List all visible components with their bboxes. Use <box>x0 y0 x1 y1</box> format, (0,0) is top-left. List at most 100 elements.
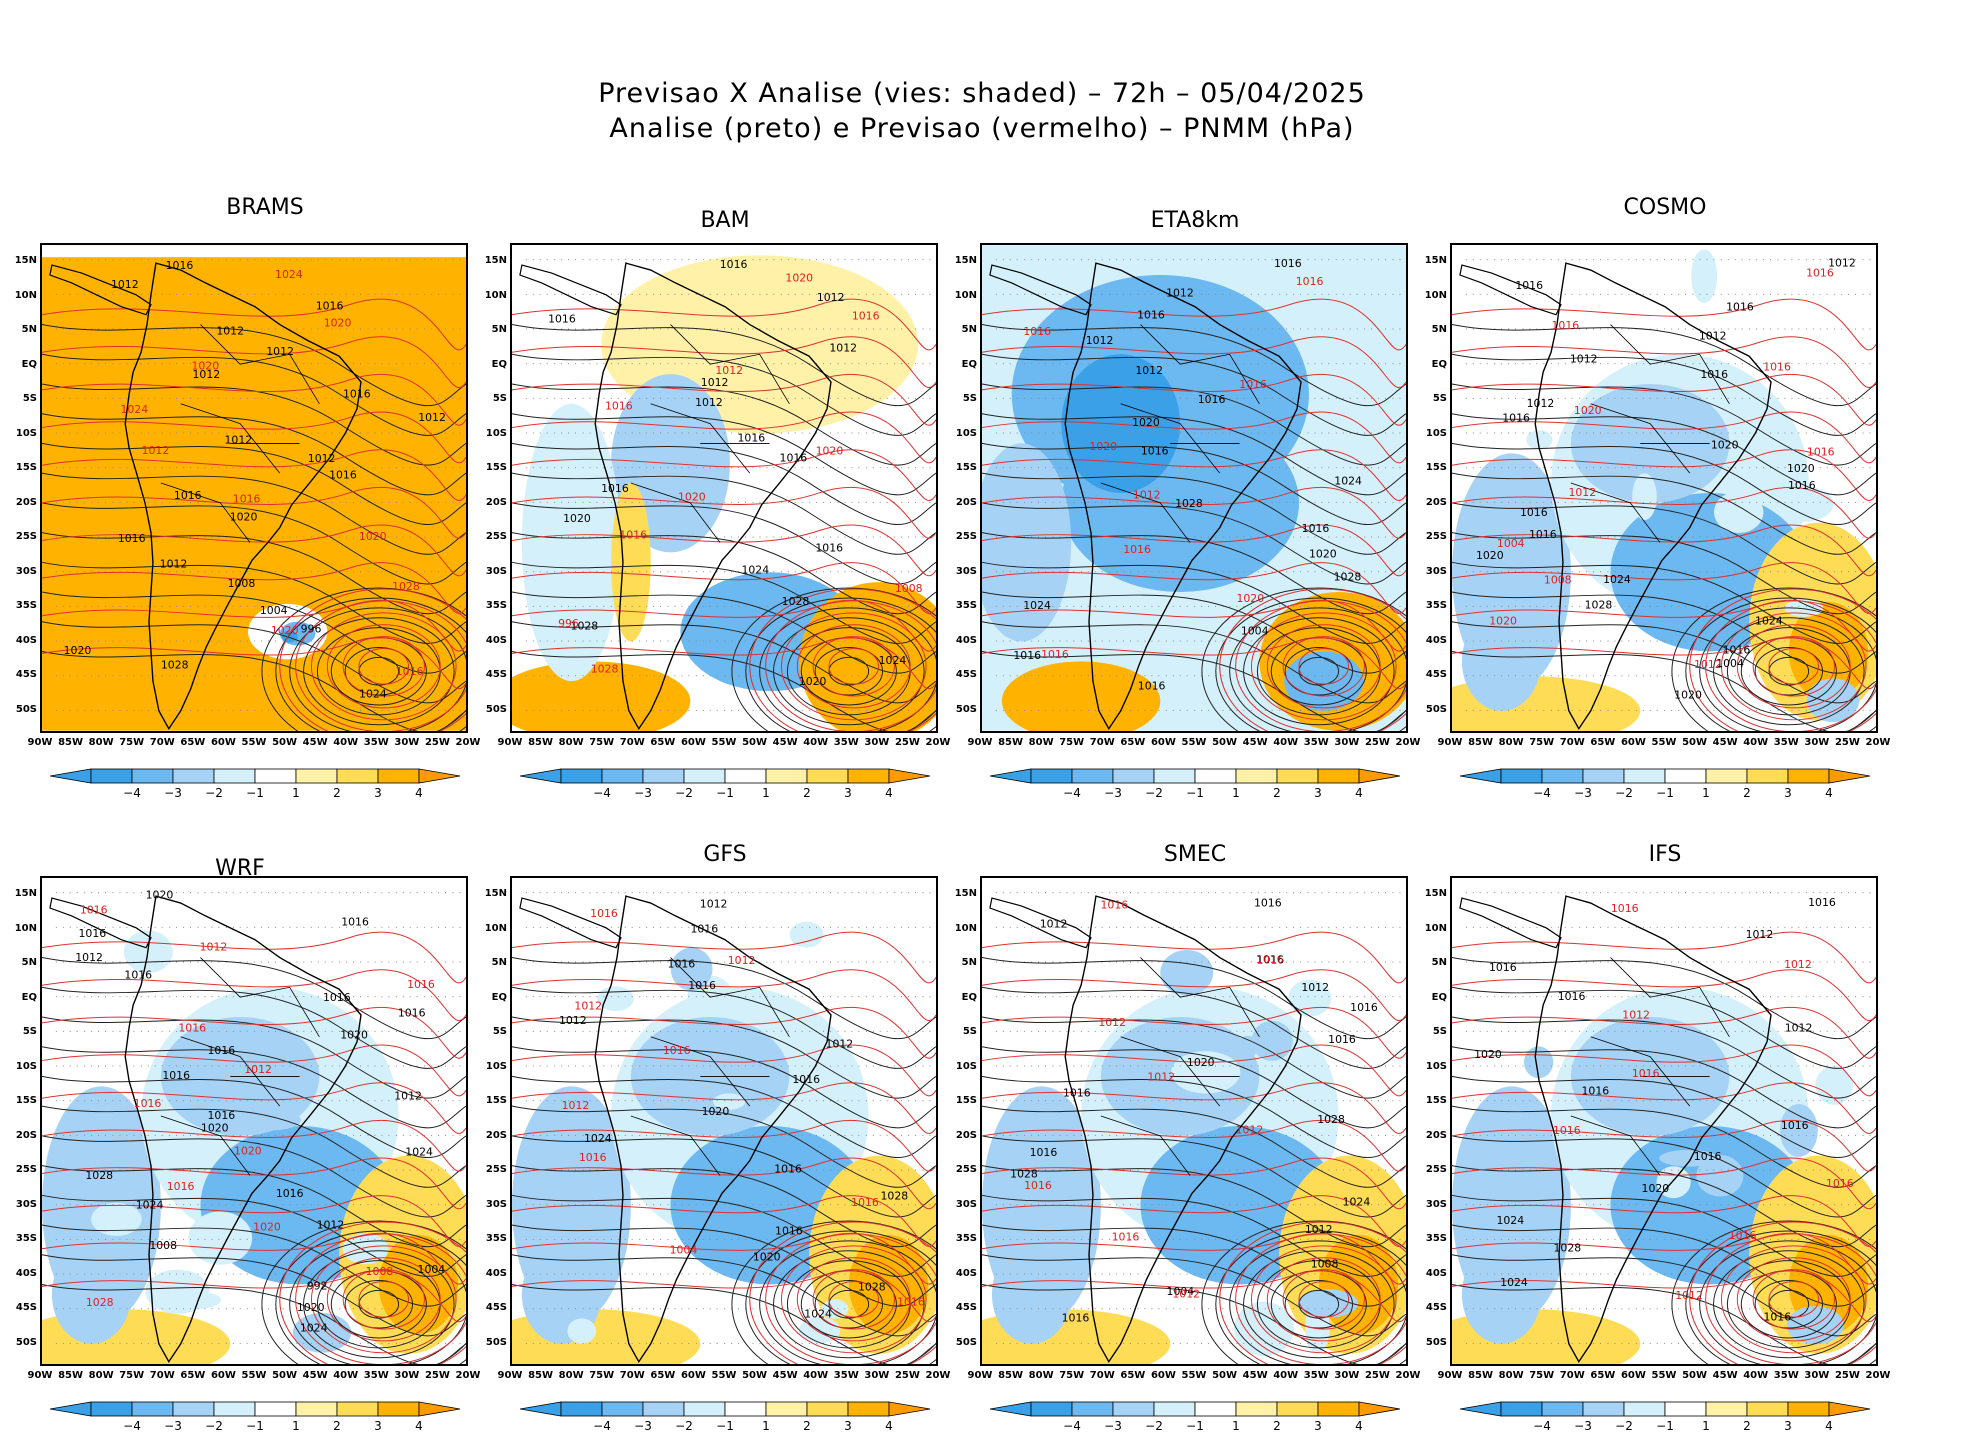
colorbar-tick-label: 4 <box>415 1419 423 1433</box>
lon-tick-label: 25W <box>1834 1370 1860 1381</box>
map-eta8km: 1016 1012 1016 1012 1012 1016 1020 1016 1024 1028… <box>980 243 1408 733</box>
map-bam: 1016 1012 1016 1012 1012 1012 1016 1016 1016 1020… <box>510 243 938 733</box>
lon-tick-label: 50W <box>272 737 298 748</box>
lon-tick-label: 55W <box>241 737 267 748</box>
analysis-contour-label: 1016 <box>208 1109 236 1122</box>
lat-tick-label: 15S <box>485 462 507 473</box>
colorbar-swatch <box>1153 1401 1196 1417</box>
lat-tick-label: 10S <box>955 427 977 439</box>
analysis-contour-label: 1024 <box>359 688 387 701</box>
lat-tick-label: 30S <box>1425 565 1447 577</box>
forecast-contour-label: 1020 <box>324 317 352 330</box>
lat-tick-label: 30S <box>955 1198 977 1210</box>
analysis-contour-label: 1012 <box>826 1038 854 1051</box>
analysis-contour-label: 1016 <box>1788 479 1816 492</box>
lat-tick-label: 10S <box>955 1060 977 1072</box>
lon-tick-label: 55W <box>711 737 737 748</box>
colorbar-tick-label: 3 <box>374 1419 382 1433</box>
lat-tick-label: 30S <box>485 565 507 577</box>
forecast-contour-label: 1008 <box>895 582 923 595</box>
map-smec: 1016 1012 1016 1012 1016 1016 1020 1016 1028 1016… <box>980 876 1408 1366</box>
south-america-outline <box>124 895 362 1364</box>
lon-tick-label: 75W <box>589 737 615 748</box>
lon-tick-label: 55W <box>711 1370 737 1381</box>
lon-tick-label: 30W <box>1804 1370 1830 1381</box>
forecast-contour-label: 1016 <box>579 1151 607 1164</box>
lon-tick-label: 70W <box>619 737 645 748</box>
lon-tick-label: 25W <box>1364 1370 1390 1381</box>
colorbar-swatch <box>377 1401 420 1417</box>
lat-tick-label: 15N <box>484 888 507 899</box>
lat-tick-label: 40S <box>15 634 37 646</box>
forecast-contour-label: 1016 <box>1632 1067 1660 1080</box>
forecast-isobars <box>982 931 1406 1364</box>
lon-tick-label: 25W <box>894 1370 920 1381</box>
forecast-contour-label: 1016 <box>407 978 435 991</box>
lat-tick-label: 20S <box>955 496 977 508</box>
analysis-contour-label: 1020 <box>1642 1182 1670 1195</box>
forecast-contour-label: 1008 <box>1544 573 1572 586</box>
lat-tick-label: 20S <box>15 496 37 508</box>
analysis-contour-label: 1016 <box>1515 279 1543 292</box>
lat-tick-label: 20S <box>955 1129 977 1141</box>
colorbar <box>990 1401 1401 1417</box>
lat-tick-label: 40S <box>485 1267 507 1279</box>
analysis-contour-label: 1016 <box>1529 528 1557 541</box>
lon-tick-label: 90W <box>497 737 523 748</box>
analysis-contour-label: 1008 <box>1311 1258 1339 1271</box>
lat-tick-label: 15S <box>955 1095 977 1106</box>
lon-tick-label: 55W <box>1651 737 1677 748</box>
south-america-outline <box>1534 895 1772 1364</box>
lon-tick-label: 65W <box>650 1370 676 1381</box>
lat-tick-label: 50S <box>15 703 37 715</box>
forecast-contour-label: 996 <box>558 617 579 630</box>
analysis-contour-label: 1016 <box>1062 1311 1090 1324</box>
colorbar-swatch <box>683 1401 726 1417</box>
analysis-contour-label: 1016 <box>774 1162 802 1175</box>
analysis-contour-label: 992 <box>307 1280 328 1293</box>
analysis-contour-label: 1016 <box>323 991 351 1004</box>
analysis-contour-label: 1028 <box>858 1281 886 1294</box>
lon-tick-label: 40W <box>803 737 829 748</box>
map-canvas: 1016 1012 1016 1016 1012 1020 1016 1016 1016 1020… <box>1452 878 1876 1364</box>
analysis-contour-label: 1016 <box>792 1073 820 1086</box>
lon-tick-label: 30W <box>394 1370 420 1381</box>
panel-title-eta8km: ETA8km <box>1150 208 1240 233</box>
lon-tick-label: 40W <box>333 1370 359 1381</box>
lat-tick-label: 50S <box>485 1336 507 1348</box>
forecast-contour-label: 1016 <box>851 1196 879 1209</box>
analysis-contour-label: 1012 <box>160 557 188 570</box>
forecast-contour-label: 1012 <box>715 364 743 377</box>
colorbar-swatch <box>1030 1401 1073 1417</box>
colorbar-tick-label: 2 <box>1273 786 1281 800</box>
panel-title-cosmo: COSMO <box>1623 195 1707 220</box>
forecast-contour-label: 1020 <box>271 624 299 637</box>
lon-tick-label: 65W <box>1120 1370 1146 1381</box>
colorbar-tick-label: −3 <box>634 1419 652 1433</box>
lon-tick-label: 85W <box>528 1370 554 1381</box>
colorbar-tick-label: 1 <box>762 1419 770 1433</box>
analysis-contour-label: 1016 <box>1558 990 1586 1003</box>
lon-tick-label: 70W <box>1089 1370 1115 1381</box>
forecast-contour-label: 1016 <box>233 493 261 506</box>
forecast-contour-label: 1012 <box>142 444 170 457</box>
colorbar-swatch <box>601 768 644 784</box>
figure-title-line1: Previsao X Analise (vies: shaded) – 72h … <box>598 78 1366 109</box>
colorbar-swatch <box>765 1401 808 1417</box>
analysis-contour-label: 1024 <box>405 1145 433 1158</box>
lat-tick-label: 45S <box>955 669 977 680</box>
lat-tick-label: 40S <box>1425 634 1447 646</box>
analysis-contour-label: 1016 <box>118 532 146 545</box>
forecast-contour-label: 1016 <box>1729 1229 1757 1242</box>
forecast-isobars <box>1452 931 1876 1364</box>
lon-tick-label: 55W <box>241 1370 267 1381</box>
map-canvas: 1020101610161012101610161016102010161016… <box>42 878 466 1364</box>
lat-tick-label: 5N <box>491 957 507 968</box>
forecast-contour-label: 1016 <box>1239 378 1267 391</box>
country-borders <box>1570 324 1730 543</box>
lat-tick-label: 15S <box>1425 462 1447 473</box>
analysis-contour-label: 1016 <box>815 542 843 555</box>
forecast-contour-label: 1020 <box>359 530 387 543</box>
colorbar-swatch <box>1112 1401 1155 1417</box>
lat-tick-label: 15N <box>954 888 977 899</box>
